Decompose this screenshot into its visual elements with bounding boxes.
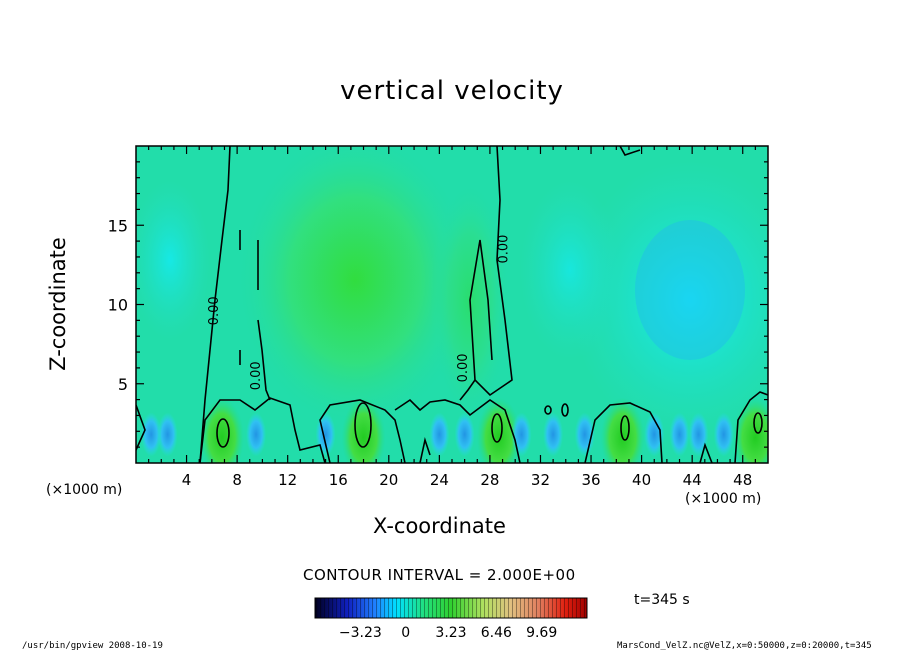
downdraft-cell [454, 412, 475, 457]
updraft-cell [199, 397, 244, 463]
colorbar-tick-label: 0 [401, 625, 410, 641]
x-unit-right: (×1000 m) [685, 491, 762, 507]
downdraft-cell [644, 412, 665, 457]
x-tick-label: 16 [329, 471, 348, 489]
downdraft-cell [429, 412, 450, 457]
x-tick-label: 44 [683, 471, 702, 489]
x-tick-label: 4 [182, 471, 192, 489]
downdraft-cell [511, 412, 532, 457]
colorbar-frame [314, 597, 588, 619]
colorbar-tick-label: 9.69 [526, 625, 557, 641]
downdraft-cell [157, 412, 178, 457]
downdraft-cell [543, 412, 564, 457]
y-tick-label: 10 [108, 296, 128, 315]
velocity-field [136, 146, 768, 463]
colorbar-stripes [315, 598, 587, 618]
downdraft-cell [141, 412, 162, 457]
footer-source: MarsCond_VelZ.nc@VelZ,x=0:50000,z=0:2000… [617, 641, 872, 651]
contour-label: 0.00 [249, 361, 264, 390]
x-tick-label: 48 [733, 471, 752, 489]
time-label: t=345 s [634, 592, 690, 608]
updraft-cell [600, 397, 645, 463]
x-tick-label: 12 [278, 471, 297, 489]
x-tick-label: 32 [531, 471, 550, 489]
updraft-cell [733, 397, 768, 463]
y-tick-label: 15 [108, 216, 128, 235]
downdraft-cell [688, 412, 709, 457]
updraft-cell [341, 397, 386, 463]
downdraft-cell [713, 412, 734, 457]
contour-interval-label: CONTOUR INTERVAL = 2.000E+00 [303, 566, 576, 584]
contour-lines [136, 146, 768, 463]
contour-label: 0.00 [207, 296, 222, 325]
downdraft-cell [315, 412, 336, 457]
x-tick-label: 40 [632, 471, 651, 489]
x-tick-label: 24 [430, 471, 449, 489]
x-unit-left: (×1000 m) [46, 482, 123, 498]
colorbar-tick-label: 3.23 [435, 625, 466, 641]
colorbar-tick-label: −3.23 [339, 625, 382, 641]
updraft-cell [476, 397, 521, 463]
x-tick-label: 8 [232, 471, 242, 489]
downdraft-cell [669, 412, 690, 457]
footer-command: /usr/bin/gpview 2008-10-19 [22, 641, 163, 651]
colorbar-tick-label: 6.46 [481, 625, 512, 641]
x-axis-label: X-coordinate [373, 514, 506, 538]
x-tick-label: 28 [480, 471, 499, 489]
downdraft-cell [246, 412, 267, 457]
x-tick-label: 36 [581, 471, 600, 489]
y-tick-label: 5 [118, 375, 128, 394]
contour-label: 0.00 [456, 353, 471, 382]
x-tick-label: 20 [379, 471, 398, 489]
chart-title: vertical velocity [340, 76, 564, 106]
contour-label: 0.00 [497, 235, 512, 264]
